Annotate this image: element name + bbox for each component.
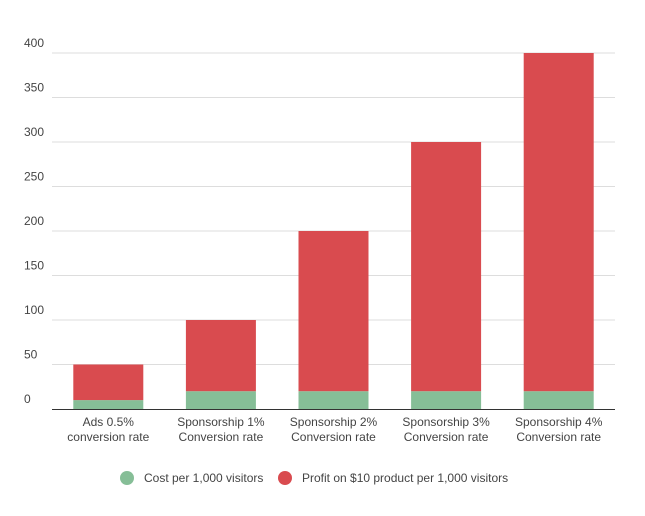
x-tick-label: Conversion rate: [291, 430, 376, 444]
y-tick-label: 250: [24, 170, 44, 184]
bar-profit: [411, 142, 482, 392]
x-tick-label: conversion rate: [67, 430, 149, 444]
bar-cost: [73, 400, 144, 409]
x-tick-label: Sponsorship 3%: [402, 415, 490, 429]
legend-label: Profit on $10 product per 1,000 visitors: [302, 471, 508, 485]
legend-marker-profit: [278, 471, 292, 485]
bar-profit: [185, 320, 256, 392]
y-tick-label: 400: [24, 36, 44, 50]
y-tick-label: 100: [24, 303, 44, 317]
bar-profit: [523, 53, 594, 392]
y-tick-label: 200: [24, 214, 44, 228]
x-tick-label: Ads 0.5%: [83, 415, 135, 429]
x-tick-label: Sponsorship 4%: [515, 415, 603, 429]
bar-profit: [298, 231, 369, 392]
bar-cost: [411, 391, 482, 409]
legend-label: Cost per 1,000 visitors: [144, 471, 263, 485]
y-axis: 0 50 100 150 200 250 300 350 400: [24, 36, 44, 406]
y-tick-label: 350: [24, 81, 44, 95]
legend: Cost per 1,000 visitors Profit on $10 pro…: [120, 471, 508, 485]
bars: [73, 53, 594, 409]
bar-cost: [523, 391, 594, 409]
y-tick-label: 0: [24, 392, 31, 406]
x-tick-label: Sponsorship 1%: [177, 415, 265, 429]
x-tick-label: Conversion rate: [404, 430, 489, 444]
bar-profit: [73, 364, 144, 401]
x-tick-label: Sponsorship 2%: [290, 415, 378, 429]
bar-cost: [298, 391, 369, 409]
legend-marker-cost: [120, 471, 134, 485]
x-tick-label: Conversion rate: [179, 430, 264, 444]
y-tick-label: 50: [24, 348, 38, 362]
x-tick-label: Conversion rate: [516, 430, 601, 444]
y-tick-label: 300: [24, 125, 44, 139]
bar-cost: [185, 391, 256, 409]
y-tick-label: 150: [24, 259, 44, 273]
